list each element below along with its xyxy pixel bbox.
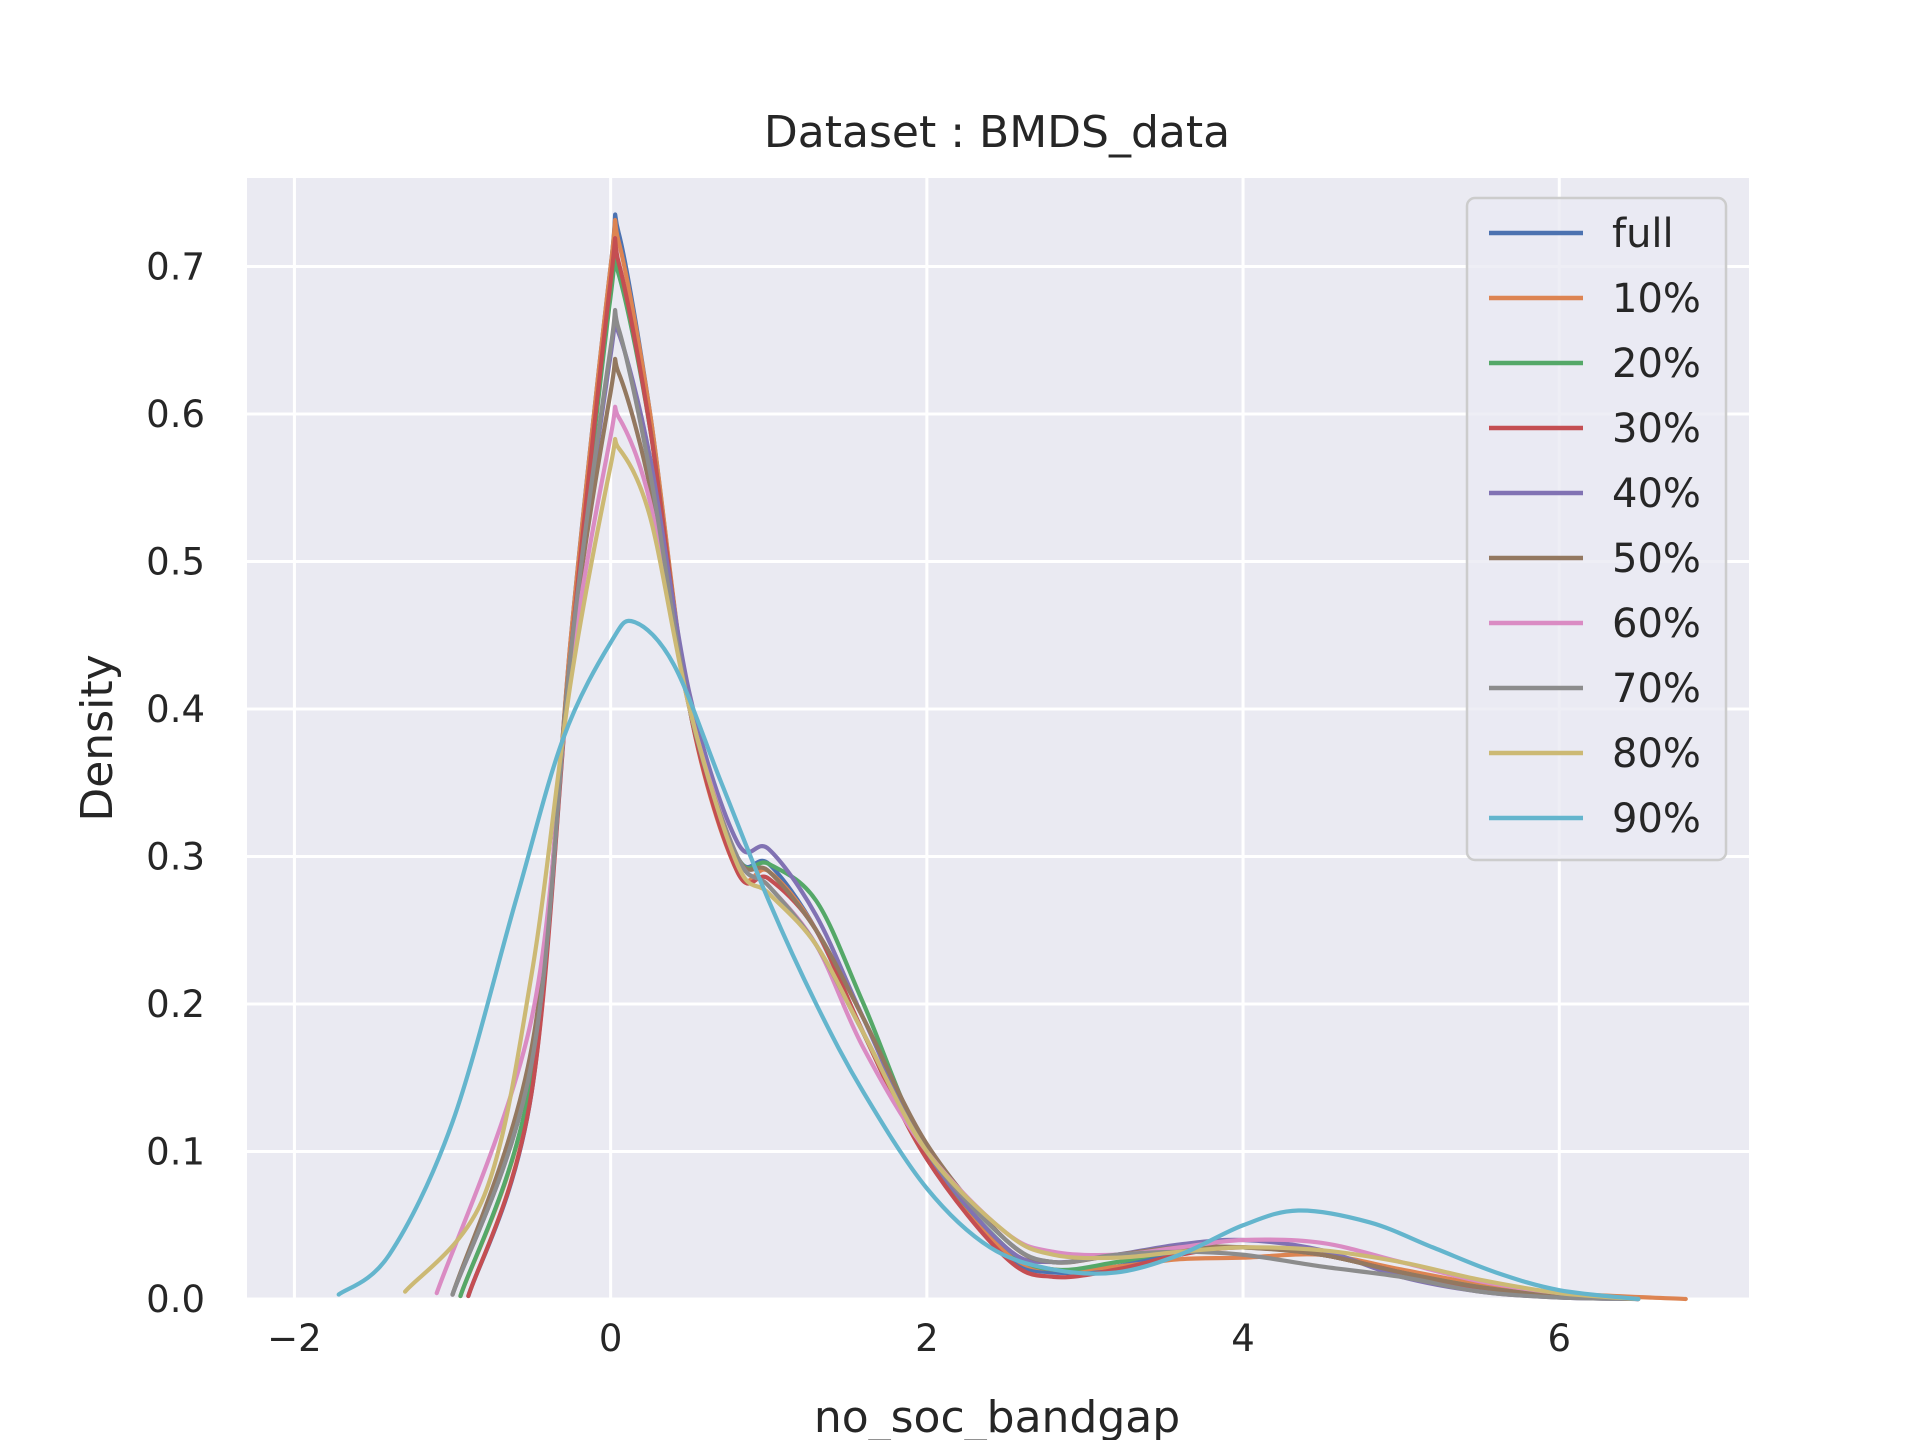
legend-label: 40% bbox=[1612, 471, 1701, 517]
legend-label: 70% bbox=[1612, 666, 1701, 712]
legend-label: 60% bbox=[1612, 601, 1701, 647]
y-tick-label: 0.4 bbox=[146, 688, 205, 731]
y-tick-label: 0.7 bbox=[146, 246, 205, 289]
legend-label: 30% bbox=[1612, 406, 1701, 452]
legend-label: full bbox=[1612, 211, 1674, 257]
y-tick-label: 0.5 bbox=[146, 541, 205, 584]
y-axis-label: Density bbox=[72, 654, 123, 821]
y-tick-label: 0.2 bbox=[146, 983, 205, 1026]
legend-label: 80% bbox=[1612, 731, 1701, 777]
legend-label: 10% bbox=[1612, 276, 1701, 322]
y-tick-label: 0.6 bbox=[146, 393, 205, 436]
y-tick-label: 0.1 bbox=[146, 1131, 205, 1174]
x-tick-label: 6 bbox=[1548, 1317, 1572, 1360]
legend: full 10% 20% 30% 40% 50% 60% 70% 80% 90% bbox=[1465, 196, 1728, 862]
x-tick-label: 2 bbox=[915, 1317, 939, 1360]
x-tick-labels: −2 0 2 4 6 bbox=[267, 1317, 1571, 1360]
x-axis-label: no_soc_bandgap bbox=[814, 1392, 1180, 1440]
legend-label: 20% bbox=[1612, 341, 1701, 387]
x-tick-label: −2 bbox=[267, 1317, 322, 1360]
legend-label: 50% bbox=[1612, 536, 1701, 582]
chart-title: Dataset : BMDS_data bbox=[764, 107, 1230, 158]
x-tick-label: 4 bbox=[1231, 1317, 1255, 1360]
x-tick-label: 0 bbox=[599, 1317, 623, 1360]
series-line-90pct bbox=[336, 618, 1641, 1302]
series-lines bbox=[336, 212, 1688, 1302]
y-tick-label: 0.0 bbox=[146, 1278, 205, 1321]
y-tick-label: 0.3 bbox=[146, 836, 205, 879]
legend-label: 90% bbox=[1612, 796, 1701, 842]
y-tick-labels: 0.0 0.1 0.2 0.3 0.4 0.5 0.6 0.7 bbox=[146, 246, 205, 1322]
